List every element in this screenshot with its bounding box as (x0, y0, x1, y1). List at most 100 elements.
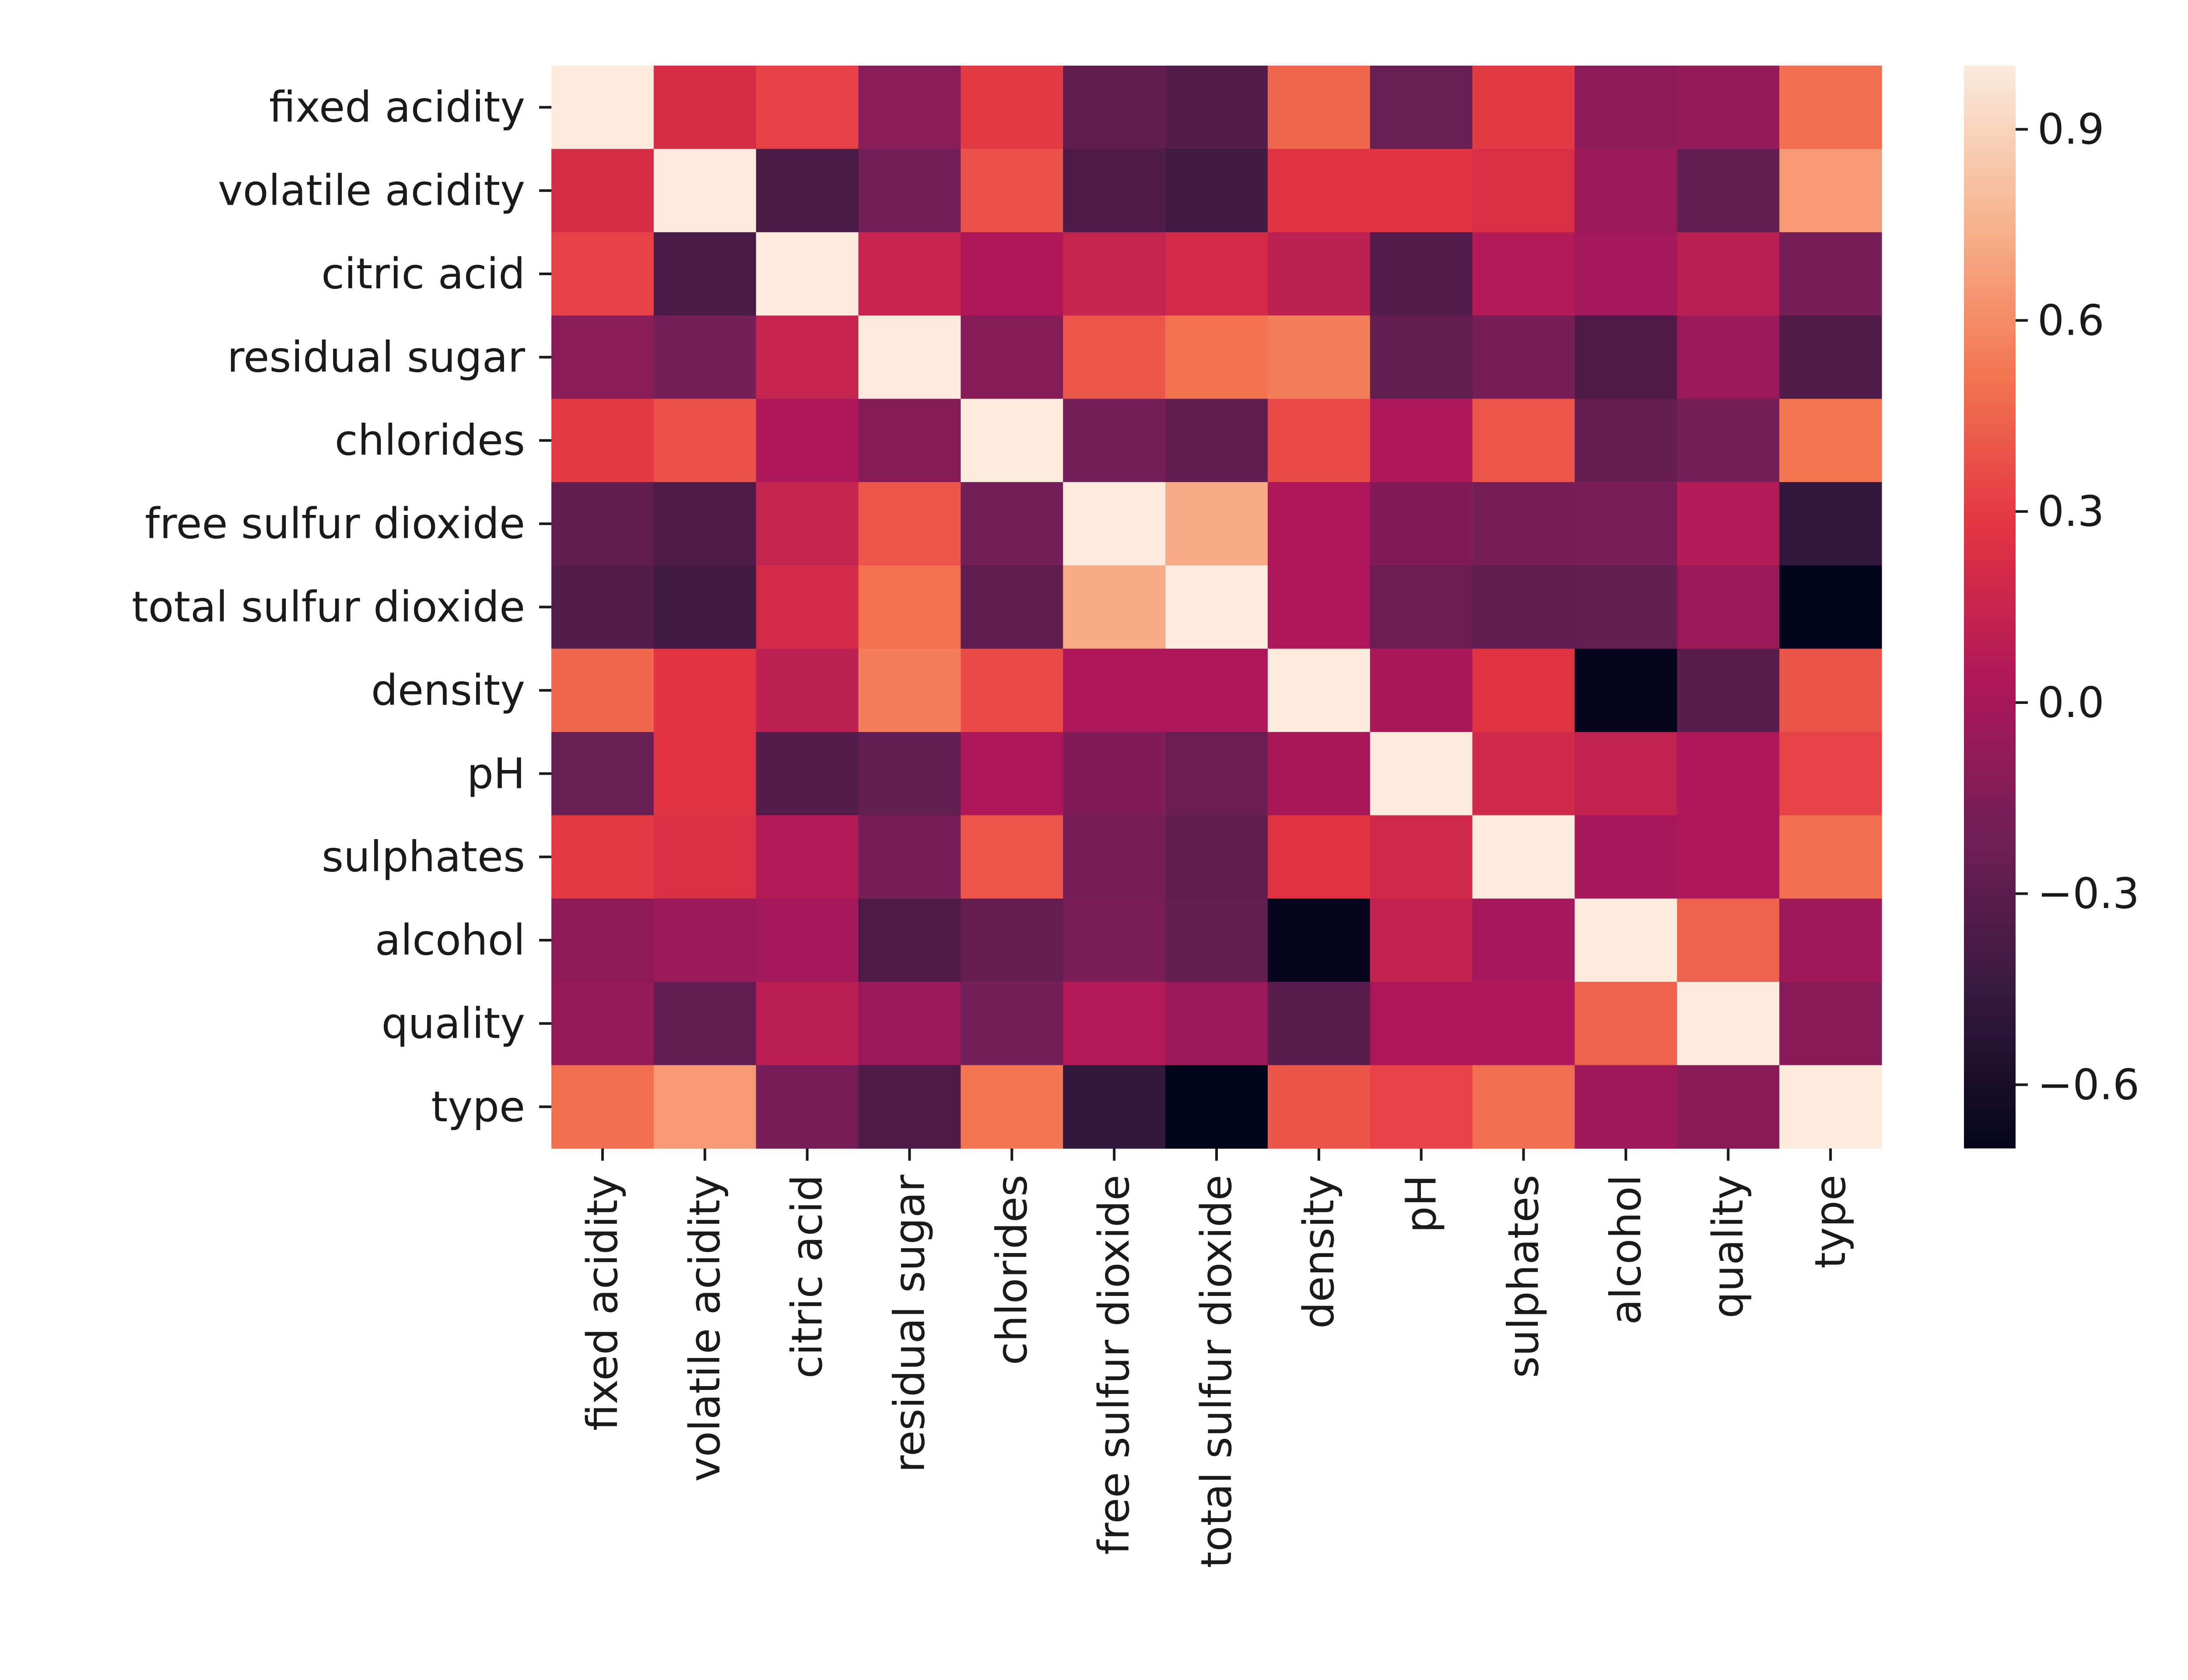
row-label-residual-sugar: residual sugar (227, 332, 526, 382)
colorbar-tick-label: 0.9 (2037, 105, 2104, 154)
heatmap-cell-fixed-acidity-sulphates (1472, 66, 1575, 149)
heatmap-cell-total-sulfur-dioxide-chlorides (961, 565, 1063, 649)
heatmap-cell-ph-volatile-acidity (653, 732, 757, 816)
heatmap-cell-fixed-acidity-total-sulfur-dioxide (1165, 66, 1268, 149)
heatmap-cell-ph-type (1779, 732, 1882, 816)
heatmap-cell-alcohol-alcohol (1574, 898, 1677, 982)
heatmap-cell-volatile-acidity-type (1779, 149, 1882, 233)
heatmap-cell-volatile-acidity-quality (1677, 149, 1780, 233)
heatmap-cell-density-sulphates (1472, 648, 1575, 732)
heatmap-cell-type-quality (1677, 1065, 1780, 1149)
heatmap-cell-density-density (1267, 648, 1371, 732)
heatmap-cell-sulphates-ph (1370, 815, 1473, 899)
heatmap-cell-total-sulfur-dioxide-citric-acid (756, 565, 859, 649)
row-label-total-sulfur-dioxide: total sulfur dioxide (132, 583, 525, 632)
heatmap-cell-sulphates-total-sulfur-dioxide (1165, 815, 1268, 899)
heatmap-cell-chlorides-alcohol (1574, 399, 1677, 483)
heatmap-cell-volatile-acidity-citric-acid (756, 149, 859, 233)
colorbar (1964, 66, 2016, 1148)
heatmap-cell-ph-density (1267, 732, 1371, 816)
heatmap-cell-type-residual-sugar (858, 1065, 961, 1149)
heatmap-cell-citric-acid-chlorides (961, 232, 1063, 316)
heatmap-cell-volatile-acidity-volatile-acidity (653, 149, 757, 233)
heatmap-cell-residual-sugar-fixed-acidity (551, 315, 654, 399)
heatmap-cell-volatile-acidity-total-sulfur-dioxide (1165, 149, 1268, 233)
row-label-type: type (431, 1082, 525, 1131)
heatmap-cell-chlorides-ph (1370, 399, 1473, 483)
row-label-fixed-acidity: fixed acidity (269, 83, 525, 132)
heatmap-cell-sulphates-type (1779, 815, 1882, 899)
heatmap-cell-citric-acid-fixed-acidity (551, 232, 654, 316)
row-label-alcohol: alcohol (375, 916, 525, 965)
heatmap-cell-alcohol-sulphates (1472, 898, 1575, 982)
heatmap-cell-alcohol-fixed-acidity (551, 898, 654, 982)
heatmap-cell-ph-quality (1677, 732, 1780, 816)
heatmap-cell-free-sulfur-dioxide-chlorides (961, 482, 1063, 566)
heatmap-cell-residual-sugar-ph (1370, 315, 1473, 399)
colorbar-tick-label: −0.3 (2037, 869, 2139, 918)
heatmap-cell-fixed-acidity-density (1267, 66, 1371, 149)
column-tick-labels: fixed acidity volatile acidity citric acid… (578, 1148, 1855, 1568)
heatmap-cell-quality-quality (1677, 982, 1780, 1066)
heatmap-cell-total-sulfur-dioxide-total-sulfur-dioxide (1165, 565, 1268, 649)
colorbar-tick-label: 0.0 (2037, 678, 2104, 727)
heatmap-cell-quality-residual-sugar (858, 982, 961, 1066)
heatmap-cell-chlorides-type (1779, 399, 1882, 483)
heatmap-cell-fixed-acidity-chlorides (961, 66, 1063, 149)
heatmap-cell-sulphates-sulphates (1472, 815, 1575, 899)
heatmap-cell-chlorides-free-sulfur-dioxide (1063, 399, 1166, 483)
column-label-fixed-acidity: fixed acidity (578, 1175, 627, 1431)
heatmap-cell-total-sulfur-dioxide-ph (1370, 565, 1473, 649)
heatmap-cell-volatile-acidity-sulphates (1472, 149, 1575, 233)
heatmap-cell-free-sulfur-dioxide-fixed-acidity (551, 482, 654, 566)
heatmap-cell-fixed-acidity-fixed-acidity (551, 66, 654, 149)
column-label-alcohol: alcohol (1601, 1175, 1650, 1325)
heatmap-cell-citric-acid-density (1267, 232, 1371, 316)
heatmap-cell-alcohol-residual-sugar (858, 898, 961, 982)
heatmap-cell-sulphates-alcohol (1574, 815, 1677, 899)
heatmap-cell-volatile-acidity-ph (1370, 149, 1473, 233)
heatmap-cell-alcohol-chlorides (961, 898, 1063, 982)
heatmap-cell-type-fixed-acidity (551, 1065, 654, 1149)
heatmap-cell-volatile-acidity-fixed-acidity (551, 149, 654, 233)
heatmap-cell-sulphates-residual-sugar (858, 815, 961, 899)
heatmap-cell-residual-sugar-type (1779, 315, 1882, 399)
heatmap-cell-total-sulfur-dioxide-volatile-acidity (653, 565, 757, 649)
heatmap-cell-fixed-acidity-citric-acid (756, 66, 859, 149)
heatmap-cell-free-sulfur-dioxide-volatile-acidity (653, 482, 757, 566)
row-label-sulphates: sulphates (322, 833, 525, 882)
heatmap-cell-density-type (1779, 648, 1882, 732)
heatmap-cell-residual-sugar-free-sulfur-dioxide (1063, 315, 1166, 399)
heatmap-cell-residual-sugar-citric-acid (756, 315, 859, 399)
heatmap-cell-total-sulfur-dioxide-fixed-acidity (551, 565, 654, 649)
column-label-citric-acid: citric acid (783, 1175, 832, 1379)
heatmap-cell-density-fixed-acidity (551, 648, 654, 732)
heatmap-cell-ph-sulphates (1472, 732, 1575, 816)
column-label-ph: pH (1397, 1175, 1446, 1233)
heatmap-cell-volatile-acidity-residual-sugar (858, 149, 961, 233)
heatmap-cell-density-residual-sugar (858, 648, 961, 732)
heatmap-cell-chlorides-total-sulfur-dioxide (1165, 399, 1268, 483)
heatmap-cell-total-sulfur-dioxide-density (1267, 565, 1371, 649)
heatmap-cell-type-type (1779, 1065, 1882, 1149)
heatmap-cell-sulphates-citric-acid (756, 815, 859, 899)
heatmap-cell-citric-acid-residual-sugar (858, 232, 961, 316)
heatmap-cell-density-volatile-acidity (653, 648, 757, 732)
heatmap-cell-type-alcohol (1574, 1065, 1677, 1149)
heatmap-cell-citric-acid-quality (1677, 232, 1780, 316)
heatmap-cell-alcohol-density (1267, 898, 1371, 982)
heatmap-cell-density-free-sulfur-dioxide (1063, 648, 1166, 732)
heatmap-cell-total-sulfur-dioxide-sulphates (1472, 565, 1575, 649)
heatmap-cell-quality-alcohol (1574, 982, 1677, 1066)
heatmap-cell-quality-citric-acid (756, 982, 859, 1066)
heatmap-cell-volatile-acidity-density (1267, 149, 1371, 233)
heatmap-cell-sulphates-free-sulfur-dioxide (1063, 815, 1166, 899)
colorbar-tick-labels: 0.9 0.6 0.3 0.0 −0.3 −0.6 (2016, 105, 2139, 1109)
heatmap-cell-quality-ph (1370, 982, 1473, 1066)
heatmap-cell-sulphates-density (1267, 815, 1371, 899)
heatmap-cell-sulphates-volatile-acidity (653, 815, 757, 899)
heatmap-cell-residual-sugar-sulphates (1472, 315, 1575, 399)
heatmap-cell-chlorides-residual-sugar (858, 399, 961, 483)
column-label-type: type (1806, 1175, 1855, 1268)
heatmap-cell-citric-acid-type (1779, 232, 1882, 316)
